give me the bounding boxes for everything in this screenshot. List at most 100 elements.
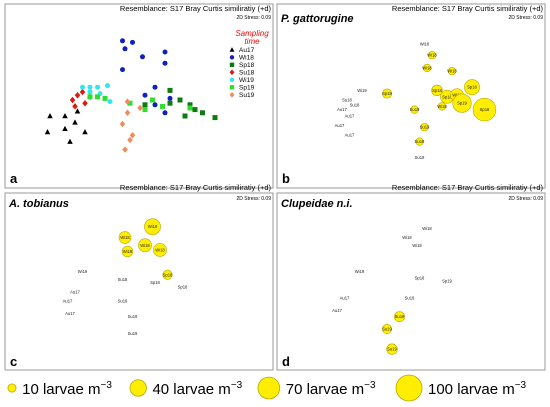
legend-symbol-sp19 [229, 85, 235, 90]
sample-label: Wi19 [78, 269, 88, 274]
sample-point-wi18 [162, 49, 168, 55]
panel-b-letter: b [282, 171, 290, 186]
size-legend-label-40: 40 larvae m−3 [152, 380, 242, 398]
sample-point-au17 [47, 113, 53, 119]
sample-point-wi18 [152, 84, 158, 90]
panel-c-letter: c [10, 354, 17, 369]
panel-a-stress: 2D Stress: 0.09 [237, 15, 272, 21]
sample-label: Su18 [118, 277, 128, 282]
panel-c: Resemblance: S17 Bray Curtis similiratiy… [4, 183, 274, 371]
sample-point-sp19 [87, 94, 93, 100]
sample-point-su19 [122, 146, 128, 153]
panel-a-frame [4, 3, 274, 189]
sample-label: Au17 [332, 308, 342, 313]
sample-point-wi19 [87, 89, 93, 95]
sample-point-wi18 [120, 38, 125, 44]
sample-label: Wi18 [155, 247, 165, 252]
density-bubble [153, 243, 167, 257]
sample-point-wi18 [162, 60, 168, 66]
sample-label: Su18 [350, 102, 360, 107]
size-legend-label-70: 70 larvae m−3 [286, 380, 376, 398]
legend-label-su19: Su19 [239, 92, 255, 99]
sample-point-su18 [72, 103, 78, 110]
sample-point-su18 [69, 96, 76, 104]
sample-label: Sp18 [415, 275, 425, 280]
panel-b-resemblance: Resemblance: S17 Bray Curtis similiratiy… [392, 4, 544, 13]
sample-label: Sp18 [150, 280, 160, 285]
sample-point-su19 [129, 131, 136, 139]
density-bubble [420, 123, 429, 132]
panel-d-frame [276, 192, 546, 371]
sample-label: Au17 [63, 299, 73, 304]
sample-label: Su19 [415, 155, 425, 160]
density-bubble [464, 79, 480, 96]
sample-point-sp19 [95, 94, 100, 100]
sample-label: Sp18 [480, 107, 490, 112]
sample-point-wi18 [152, 102, 158, 108]
sample-label: Wi18 [427, 53, 437, 58]
panel-b-species: P. gattorugine [281, 13, 354, 25]
sample-label: Sp19 [457, 101, 467, 106]
size-legend-bubble-100 [395, 374, 423, 402]
sample-label: Au17 [345, 114, 355, 119]
density-bubble [138, 238, 152, 253]
sample-label: Wi18 [148, 224, 158, 229]
sample-label: Au17 [70, 289, 80, 294]
sample-label: Au17 [340, 296, 350, 301]
legend-label-wi18: Wi18 [239, 55, 254, 62]
sample-point-au17 [72, 119, 78, 125]
sample-point-au17 [67, 138, 73, 144]
sample-label: Wi18 [437, 104, 447, 109]
size-legend-label-100: 100 larvae m−3 [428, 380, 527, 398]
sample-label: Wi19 [357, 88, 367, 93]
density-bubble [427, 51, 437, 60]
sample-label: Wi18 [422, 66, 432, 71]
panel-b: Resemblance: S17 Bray Curtis similiratiy… [276, 3, 546, 189]
panel-d-stress: 2D Stress: 0.09 [509, 196, 544, 202]
sample-label: Wi18 [123, 249, 133, 254]
panel-a: a [4, 3, 274, 189]
density-bubble [382, 324, 392, 334]
sample-label: Sp18 [432, 88, 442, 93]
sample-point-su18 [74, 91, 81, 99]
sample-point-wi18 [122, 46, 128, 52]
size-legend-bubble-40 [129, 379, 147, 397]
legend-symbol-su18 [229, 69, 235, 76]
sample-point-sp19 [187, 105, 193, 111]
density-bubble [386, 343, 398, 355]
sample-label: Au17 [335, 123, 345, 128]
sample-label: Wi19 [355, 269, 365, 274]
panel-c-resemblance: Resemblance: S17 Bray Curtis similiratiy… [120, 183, 272, 192]
sample-label: Wi18 [420, 42, 430, 47]
sample-point-su19 [127, 136, 133, 144]
sample-label: Au17 [337, 107, 347, 112]
sample-point-sp19 [127, 100, 133, 106]
sample-label: Wi18 [422, 226, 432, 231]
density-bubble [394, 311, 405, 322]
sample-point-sp18 [200, 110, 205, 116]
density-bubble [410, 105, 419, 114]
sample-point-sp19 [160, 103, 165, 109]
density-bubble [472, 97, 497, 122]
sample-point-au17 [62, 113, 68, 119]
sample-label: Su19 [410, 107, 420, 112]
panel-d-letter: d [282, 354, 290, 369]
sample-point-su18 [82, 99, 88, 107]
sample-point-su19 [124, 98, 131, 105]
sample-point-su19 [124, 109, 131, 117]
sample-point-su19 [137, 104, 143, 112]
sample-label: Wi18 [140, 243, 150, 248]
sample-point-wi18 [130, 39, 135, 45]
sample-point-au17 [44, 129, 51, 135]
panel-d-resemblance: Resemblance: S17 Bray Curtis similiratiy… [392, 183, 544, 192]
sample-point-sp18 [212, 115, 218, 121]
sample-point-wi19 [107, 99, 113, 105]
panel-b-frame [276, 3, 546, 189]
sample-point-wi18 [167, 95, 173, 101]
sample-label: Su19 [415, 139, 425, 144]
sample-point-sp18 [167, 87, 173, 93]
sample-label: Su19 [395, 314, 405, 319]
sample-point-su18 [79, 88, 86, 96]
density-bubble [144, 218, 161, 236]
